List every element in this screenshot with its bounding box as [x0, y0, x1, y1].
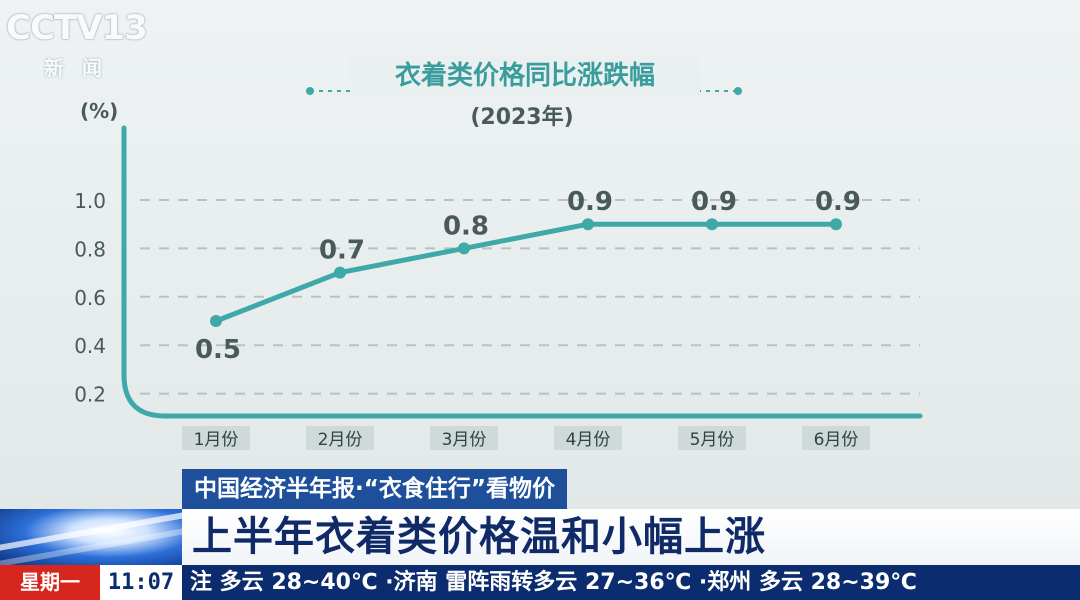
headline-bar: 上半年衣着类价格温和小幅上涨: [182, 509, 1080, 565]
data-point: [706, 218, 718, 231]
x-tick-label: 1月份: [194, 430, 239, 450]
y-axis-unit-label: (%): [80, 99, 118, 123]
ticker-weekday: 星期一: [0, 565, 100, 600]
x-tick-label: 2月份: [318, 430, 363, 450]
data-labels: 0.5 0.7 0.8 0.9 0.9 0.9: [195, 187, 861, 365]
data-label: 0.9: [567, 187, 613, 217]
axis-frame: [121, 125, 923, 419]
data-point: [458, 242, 470, 255]
y-tick-label: 0.8: [74, 237, 106, 261]
logo-main-text: CCTV13: [6, 8, 148, 48]
program-subtitle-text: 中国经济半年报·“衣食住行”看物价: [194, 476, 555, 502]
data-label: 0.7: [319, 236, 365, 266]
grid-lines: [140, 199, 920, 395]
series-line: [213, 221, 839, 324]
x-tick-box: [554, 426, 622, 450]
x-tick-box: [430, 426, 498, 450]
data-point: [334, 266, 346, 279]
data-point: [830, 218, 842, 231]
globe-graphic: [0, 509, 182, 565]
logo-sub-text: 新闻: [44, 56, 120, 80]
series-line-layer: [213, 221, 839, 324]
title-rule-dot-left: [306, 87, 314, 95]
x-tick-box: [182, 426, 250, 450]
chart-title-group: 衣着类价格同比涨跌幅 (2023年): [306, 56, 742, 130]
data-point: [210, 315, 222, 327]
x-tick-label: 6月份: [814, 430, 859, 450]
data-label: 0.9: [691, 187, 737, 217]
data-points: [210, 218, 842, 327]
title-backdrop: [350, 56, 700, 96]
x-tick-labels: 1月份 2月份 3月份 4月份 5月份 6月份: [182, 426, 870, 450]
x-tick-box: [678, 426, 746, 450]
program-subtitle-bar: 中国经济半年报·“衣食住行”看物价: [182, 469, 567, 509]
headline-text: 上半年衣着类价格温和小幅上涨: [192, 514, 766, 560]
x-tick-label: 5月份: [690, 430, 735, 450]
y-tick-label: 0.4: [74, 334, 106, 358]
y-tick-label: 0.2: [74, 383, 106, 407]
y-tick-labels: 0.2 0.4 0.6 0.8 1.0: [74, 189, 106, 407]
news-ticker: 星期一 11:07 注 多云 28~40℃ ·济南 雷阵雨转多云 27~36℃ …: [0, 565, 1080, 600]
chart-subtitle: (2023年): [470, 104, 573, 130]
data-point: [582, 218, 594, 231]
ticker-clock: 11:07: [100, 565, 182, 600]
y-tick-label: 1.0: [74, 189, 106, 213]
line-chart: 衣着类价格同比涨跌幅 (2023年) (%) 0.2 0.4 0.6 0.8 1.0 0…: [74, 56, 923, 450]
x-tick-label: 3月份: [442, 430, 487, 450]
chart-title: 衣着类价格同比涨跌幅: [395, 60, 655, 91]
data-label: 0.8: [443, 211, 489, 241]
y-tick-label: 0.6: [74, 286, 106, 310]
data-label: 0.9: [815, 187, 861, 217]
cctv13-logo: CCTV13 新闻: [6, 8, 156, 80]
x-tick-box: [306, 426, 374, 450]
x-tick-box: [802, 426, 870, 450]
title-rule-dot-right: [734, 87, 742, 95]
x-tick-label: 4月份: [566, 430, 611, 450]
data-label: 0.5: [195, 335, 241, 365]
ticker-weather-text: 注 多云 28~40℃ ·济南 雷阵雨转多云 27~36℃ ·郑州 多云 28~…: [190, 570, 917, 595]
